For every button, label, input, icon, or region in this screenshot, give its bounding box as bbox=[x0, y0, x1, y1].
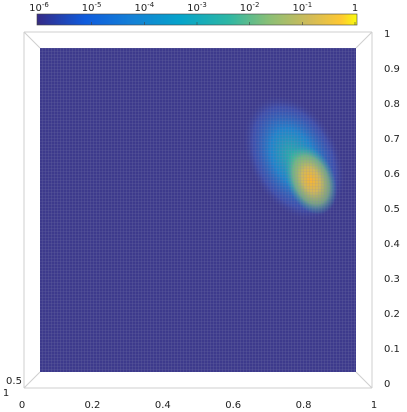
z-axis-tick-labels: 0.51 bbox=[3, 376, 22, 399]
colorbar-tick-label-6: 1 bbox=[352, 3, 358, 14]
x-tick-label-5: 1 bbox=[371, 400, 377, 411]
colorbar-tick-label-3: 10-3 bbox=[187, 1, 207, 14]
x-tick-label-1: 0.2 bbox=[84, 400, 100, 411]
y-axis-tick-labels: 0 0.1 0.2 0.3 0.4 0.5 0.6 0.7 0.8 0.9 1 bbox=[384, 29, 400, 390]
colorbar-tick-label-4: 10-2 bbox=[240, 1, 260, 14]
y-tick-label-2: 0.2 bbox=[384, 309, 400, 320]
x-tick-label-4: 0.8 bbox=[296, 400, 312, 411]
y-tick-label-9: 0.9 bbox=[384, 64, 400, 75]
x-tick-label-0: 0 bbox=[19, 400, 25, 411]
colorbar-tick-label-2: 10-4 bbox=[134, 1, 154, 14]
z-tick-label-0: 0.5 bbox=[6, 376, 22, 387]
y-tick-label-3: 0.3 bbox=[384, 274, 400, 285]
z-tick-label-1: 1 bbox=[3, 388, 9, 399]
colorbar-tick-label-1: 10-5 bbox=[82, 1, 102, 14]
x-tick-label-3: 0.6 bbox=[225, 400, 241, 411]
y-tick-label-0: 0 bbox=[384, 379, 390, 390]
colorbar-tick-label-5: 10-1 bbox=[292, 1, 312, 14]
surface-mesh bbox=[40, 48, 356, 372]
colorbar-tick-labels: 10-6 10-5 10-4 10-3 10-2 10-1 1 bbox=[29, 1, 358, 25]
y-tick-label-1: 0.1 bbox=[384, 344, 400, 355]
y-tick-label-5: 0.5 bbox=[384, 204, 400, 215]
y-tick-label-8: 0.8 bbox=[384, 99, 400, 110]
colorbar: 10-6 10-5 10-4 10-3 10-2 10-1 1 bbox=[29, 1, 358, 26]
colorbar-tick-label-0: 10-6 bbox=[29, 1, 49, 14]
x-axis-tick-labels: 0 0.2 0.4 0.6 0.8 1 bbox=[19, 400, 377, 411]
x-tick-label-2: 0.4 bbox=[155, 400, 171, 411]
y-tick-label-10: 1 bbox=[384, 29, 390, 40]
heat-surface bbox=[40, 48, 356, 372]
axes-box bbox=[23, 31, 373, 389]
y-tick-label-4: 0.4 bbox=[384, 239, 400, 250]
y-tick-label-7: 0.7 bbox=[384, 134, 400, 145]
y-tick-label-6: 0.6 bbox=[384, 169, 400, 180]
